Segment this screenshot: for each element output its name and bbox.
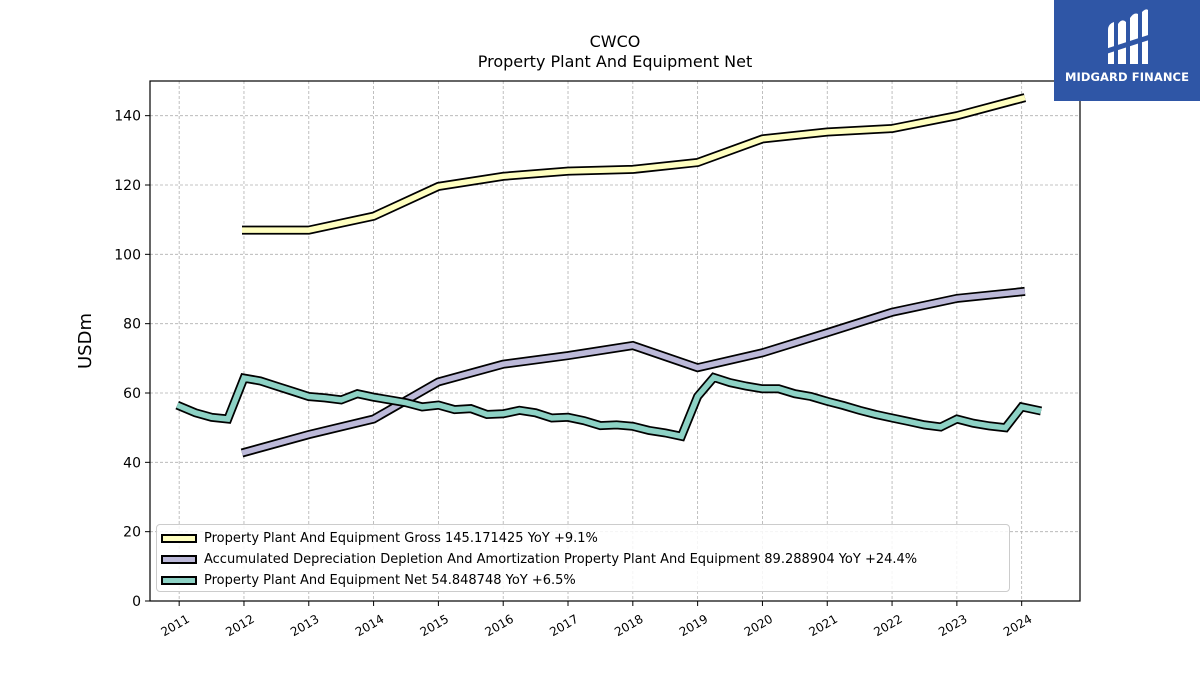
legend-item-accumulated-depreciation: Accumulated Depreciation Depletion And A…	[157, 549, 917, 569]
legend-swatch-accumulated-depreciation	[161, 554, 197, 564]
grid-lines	[150, 81, 1080, 601]
y-tick-label: 60	[123, 386, 141, 402]
plot-frame	[149, 80, 1081, 602]
x-tick-label: 2015	[418, 612, 451, 639]
series-line-accumulated-depreciation-fill	[241, 288, 1026, 456]
chart-title: CWCO	[589, 32, 641, 51]
legend-label-accumulated-depreciation: Accumulated Depreciation Depletion And A…	[204, 551, 918, 567]
y-axis-label: USDm	[75, 313, 96, 369]
x-tick-label: 2021	[807, 612, 840, 639]
midgard-m-logo-icon	[1104, 9, 1150, 65]
x-tick-label: 2018	[612, 612, 645, 639]
series-line-gross	[242, 93, 1027, 235]
x-tick-label: 2016	[482, 612, 515, 639]
x-tick-label: 2011	[158, 612, 191, 639]
legend-label-net: Property Plant And Equipment Net 54.8487…	[204, 572, 576, 588]
legend-swatch-gross	[161, 533, 197, 543]
series-line-gross-fill	[242, 94, 1026, 233]
y-tick-label: 0	[132, 594, 141, 610]
legend-item-net: Property Plant And Equipment Net 54.8487…	[157, 570, 576, 590]
series-layer	[175, 93, 1043, 458]
x-tick-label: 2019	[677, 612, 710, 639]
x-tick-label: 2024	[1001, 612, 1034, 639]
chart-legend: Property Plant And Equipment Gross 145.1…	[156, 524, 1010, 592]
brand-logo: MIDGARD FINANCE	[1054, 0, 1200, 101]
x-tick-label: 2013	[288, 612, 321, 639]
chart-subtitle: Property Plant And Equipment Net	[477, 52, 753, 71]
x-tick-label: 2012	[223, 612, 256, 639]
y-tick-label: 100	[114, 247, 141, 263]
x-tick-label: 2017	[547, 612, 580, 639]
series-line-gross-outline	[242, 93, 1027, 235]
series-line-net-fill	[176, 374, 1042, 440]
x-tick-label: 2022	[871, 612, 904, 639]
legend-item-gross: Property Plant And Equipment Gross 145.1…	[157, 528, 598, 548]
legend-swatch-net	[161, 575, 197, 585]
y-tick-label: 40	[123, 455, 141, 471]
y-tick-label: 20	[123, 525, 141, 541]
x-tick-label: 2023	[936, 612, 969, 639]
x-tick-label: 2020	[742, 612, 775, 639]
y-tick-label: 80	[123, 317, 141, 333]
series-line-accumulated-depreciation	[240, 286, 1026, 458]
series-line-net	[175, 372, 1043, 442]
y-tick-label: 120	[114, 178, 141, 194]
y-tick-label: 140	[114, 109, 141, 125]
brand-name: MIDGARD FINANCE	[1064, 70, 1190, 84]
x-tick-label: 2014	[353, 612, 386, 639]
legend-label-gross: Property Plant And Equipment Gross 145.1…	[204, 530, 598, 546]
